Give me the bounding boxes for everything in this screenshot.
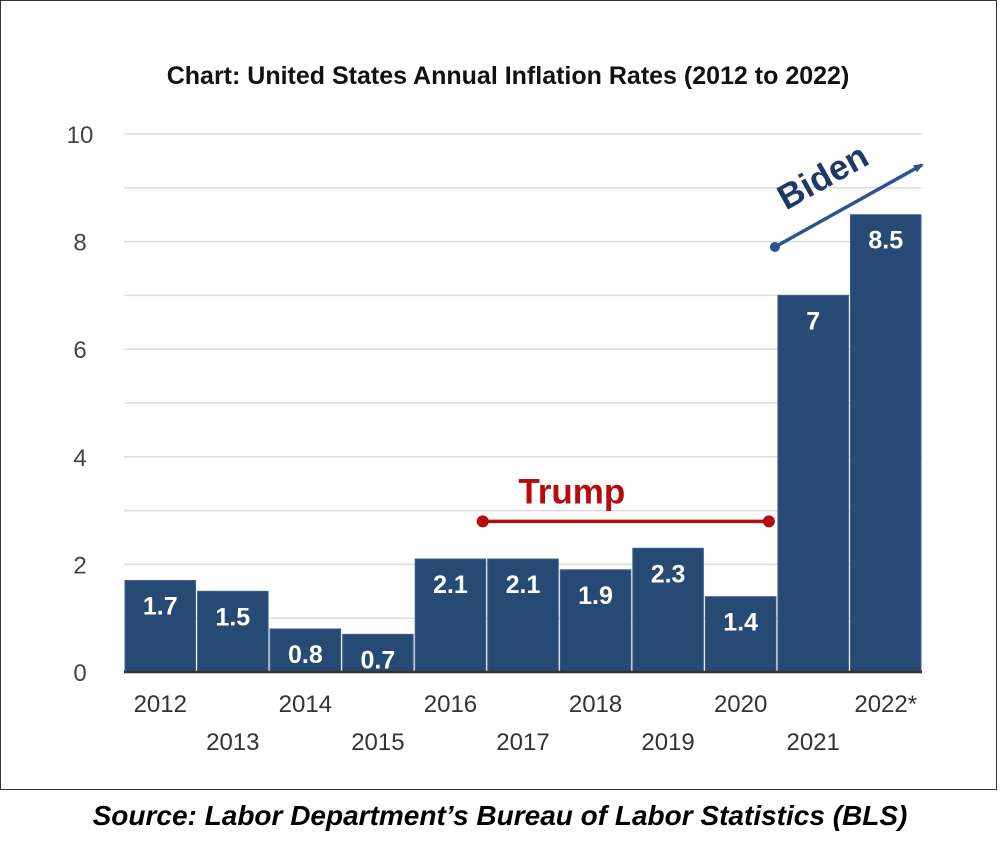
x-tick-label: 2019 [641,729,694,756]
x-tick-label: 2018 [569,691,622,718]
data-label: 1.5 [215,603,250,631]
source-note: Source: Labor Department’s Bureau of Lab… [92,800,908,831]
y-tick-label: 4 [73,445,86,472]
data-label: 1.4 [723,609,758,637]
data-label: 0.8 [288,641,323,669]
y-tick-label: 8 [73,230,86,257]
y-tick-label: 6 [73,337,86,364]
x-tick-label: 2017 [496,729,549,756]
biden-arrow [774,163,924,249]
x-tick-label: 2016 [424,691,477,718]
bar [849,214,922,673]
chart-title: Chart: United States Annual Inflation Ra… [167,62,850,90]
data-label: 7 [806,307,820,335]
x-axis: 2012 2013 2014 2015 2016 2017 2018 2019 2020 2021… [134,691,918,756]
trump-label: Trump [518,472,625,511]
x-tick-label: 2012 [134,691,187,718]
data-label: 2.1 [433,571,468,599]
bar [559,569,632,673]
bar [342,633,414,673]
x-tick-label: 2020 [714,691,767,718]
data-label: 2.3 [651,560,686,588]
chart: Chart: United States Annual Inflation Ra… [67,62,924,756]
trump-range-start-dot [476,515,489,528]
x-tick-label: 2022* [854,691,917,718]
bar [777,294,849,673]
trump-range-end-dot [762,515,775,528]
data-label: 8.5 [868,227,903,255]
x-tick-label: 2021 [786,729,839,756]
y-tick-label: 10 [67,122,94,149]
data-label: 0.7 [361,646,396,674]
data-label: 1.7 [143,593,178,621]
bar [632,547,704,673]
bar [704,596,777,673]
y-tick-label: 2 [73,552,86,579]
x-tick-label: 2014 [279,691,332,718]
data-label: 1.9 [578,582,613,610]
x-tick-label: 2015 [351,729,404,756]
y-axis: 0 2 4 6 8 10 [67,122,94,687]
bar [414,558,487,673]
bar [487,558,559,673]
bar [124,580,197,673]
x-tick-label: 2013 [206,729,259,756]
data-label: 2.1 [506,571,541,599]
biden-arrow-start-dot [769,241,780,252]
bar [269,628,342,673]
y-tick-label: 0 [73,660,86,687]
biden-label: Biden [771,136,875,217]
bars: 1.7 1.5 0.8 0.7 2.1 2.1 1.9 2.3 1.4 7 8.5 [124,214,922,674]
